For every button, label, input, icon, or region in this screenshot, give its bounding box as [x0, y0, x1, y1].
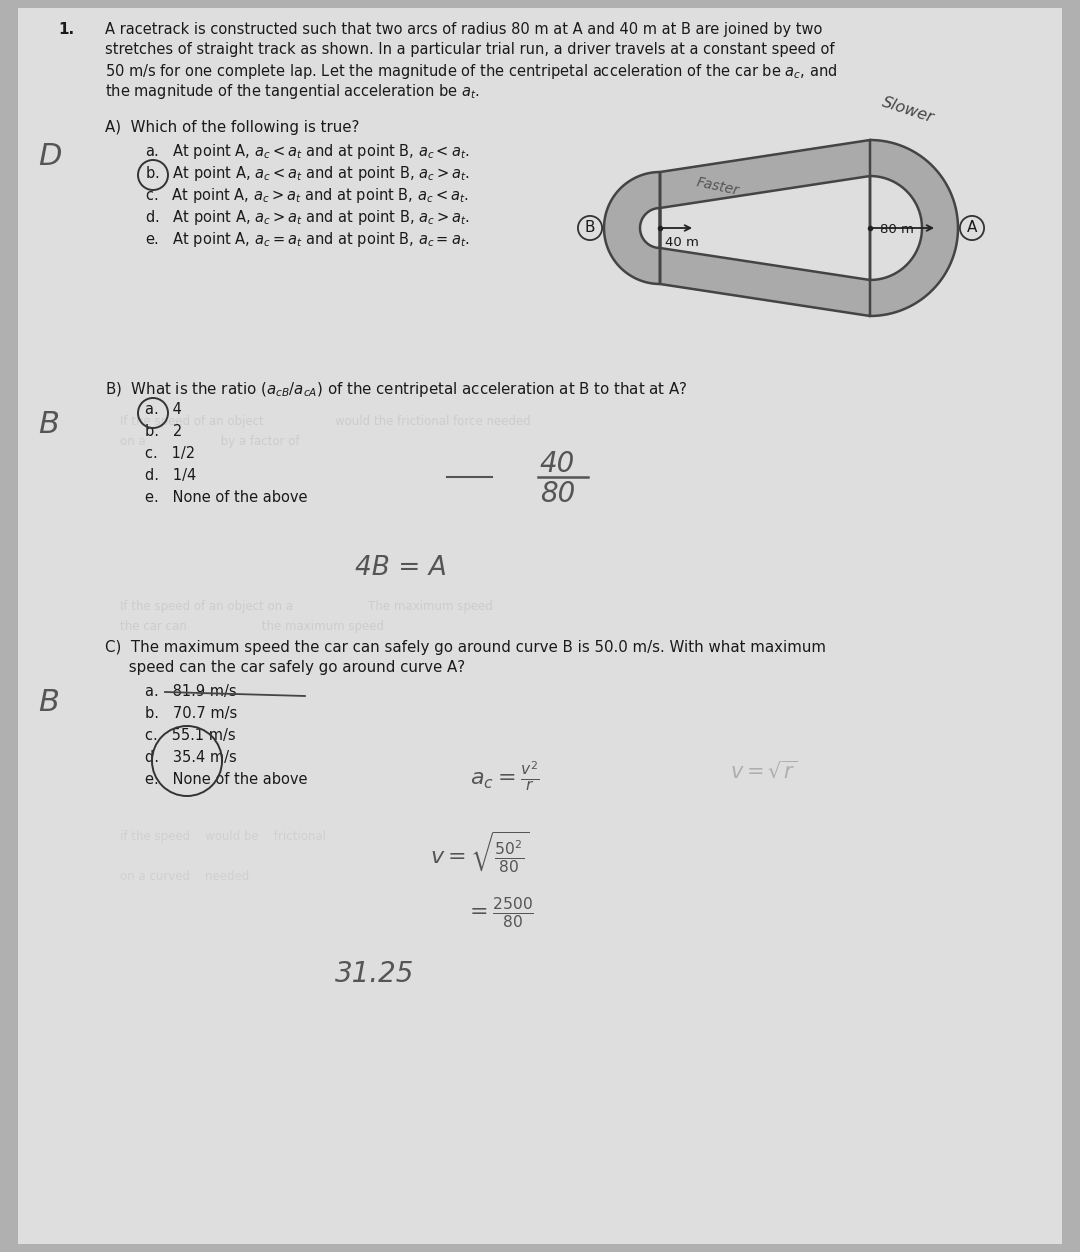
Text: $v = \sqrt{r}$: $v = \sqrt{r}$: [730, 760, 797, 782]
Text: on a curved    needed: on a curved needed: [120, 870, 249, 883]
Text: a.   81.9 m/s: a. 81.9 m/s: [145, 684, 237, 699]
Text: D: D: [38, 141, 62, 172]
Text: A: A: [967, 220, 977, 235]
Text: if the speed    would be    frictional: if the speed would be frictional: [120, 830, 326, 843]
Text: Faster: Faster: [696, 175, 741, 198]
Text: d.   35.4 m/s: d. 35.4 m/s: [145, 750, 237, 765]
Text: a.   At point A, $a_c < a_t$ and at point B, $a_c < a_t$.: a. At point A, $a_c < a_t$ and at point …: [145, 141, 470, 162]
Text: b.   2: b. 2: [145, 424, 183, 439]
Text: A racetrack is constructed such that two arcs of radius 80 m at A and 40 m at B : A racetrack is constructed such that two…: [105, 23, 822, 38]
Text: e.   At point A, $a_c = a_t$ and at point B, $a_c = a_t$.: e. At point A, $a_c = a_t$ and at point …: [145, 230, 470, 249]
Text: e.   None of the above: e. None of the above: [145, 772, 308, 788]
Text: 40: 40: [540, 449, 576, 478]
Text: B)  What is the ratio ($a_{cB}/a_{cA}$) of the centripetal acceleration at B to : B) What is the ratio ($a_{cB}/a_{cA}$) o…: [105, 381, 688, 399]
Polygon shape: [604, 140, 958, 316]
Text: If the speed of an object on a                    The maximum speed: If the speed of an object on a The maxim…: [120, 600, 492, 613]
Text: $a_c = \frac{v^2}{r}$: $a_c = \frac{v^2}{r}$: [470, 760, 539, 794]
Text: 31.25: 31.25: [335, 960, 415, 988]
Text: d.   At point A, $a_c > a_t$ and at point B, $a_c > a_t$.: d. At point A, $a_c > a_t$ and at point …: [145, 208, 470, 227]
Text: 4B = A: 4B = A: [355, 555, 447, 581]
Text: 50 m/s for one complete lap. Let the magnitude of the centripetal acceleration o: 50 m/s for one complete lap. Let the mag…: [105, 63, 837, 81]
Text: If the speed of an object                   would the frictional force needed: If the speed of an object would the fric…: [120, 414, 530, 428]
Text: B: B: [584, 220, 595, 235]
Text: c.   At point A, $a_c > a_t$ and at point B, $a_c < a_t$.: c. At point A, $a_c > a_t$ and at point …: [145, 187, 469, 205]
Text: d.   1/4: d. 1/4: [145, 468, 197, 483]
Polygon shape: [640, 177, 922, 280]
Text: C)  The maximum speed the car can safely go around curve B is 50.0 m/s. With wha: C) The maximum speed the car can safely …: [105, 640, 826, 655]
Text: e.   None of the above: e. None of the above: [145, 490, 308, 505]
Text: A)  Which of the following is true?: A) Which of the following is true?: [105, 120, 360, 135]
Text: 1.: 1.: [58, 23, 75, 38]
Text: the car can                    the maximum speed: the car can the maximum speed: [120, 620, 384, 634]
Text: stretches of straight track as shown. In a particular trial run, a driver travel: stretches of straight track as shown. In…: [105, 43, 835, 58]
Text: Slower: Slower: [880, 95, 936, 126]
Text: a.   4: a. 4: [145, 402, 181, 417]
Text: b.   At point A, $a_c < a_t$ and at point B, $a_c > a_t$.: b. At point A, $a_c < a_t$ and at point …: [145, 164, 470, 183]
Text: 80: 80: [540, 480, 576, 508]
Text: speed can the car safely go around curve A?: speed can the car safely go around curve…: [105, 660, 465, 675]
Text: 80 m: 80 m: [880, 223, 914, 235]
Text: 40 m: 40 m: [665, 235, 699, 249]
Text: the magnitude of the tangential acceleration be $a_t$.: the magnitude of the tangential accelera…: [105, 81, 480, 101]
Text: $v = \sqrt{\frac{50^2}{80}}$: $v = \sqrt{\frac{50^2}{80}}$: [430, 830, 530, 875]
Text: B: B: [38, 409, 59, 439]
Text: $= \frac{2500}{80}$: $= \frac{2500}{80}$: [465, 895, 534, 930]
Text: c.   55.1 m/s: c. 55.1 m/s: [145, 727, 235, 742]
Text: b.   70.7 m/s: b. 70.7 m/s: [145, 706, 238, 721]
Text: c.   1/2: c. 1/2: [145, 446, 195, 461]
Text: on a                    by a factor of: on a by a factor of: [120, 434, 299, 448]
Text: B: B: [38, 689, 59, 717]
